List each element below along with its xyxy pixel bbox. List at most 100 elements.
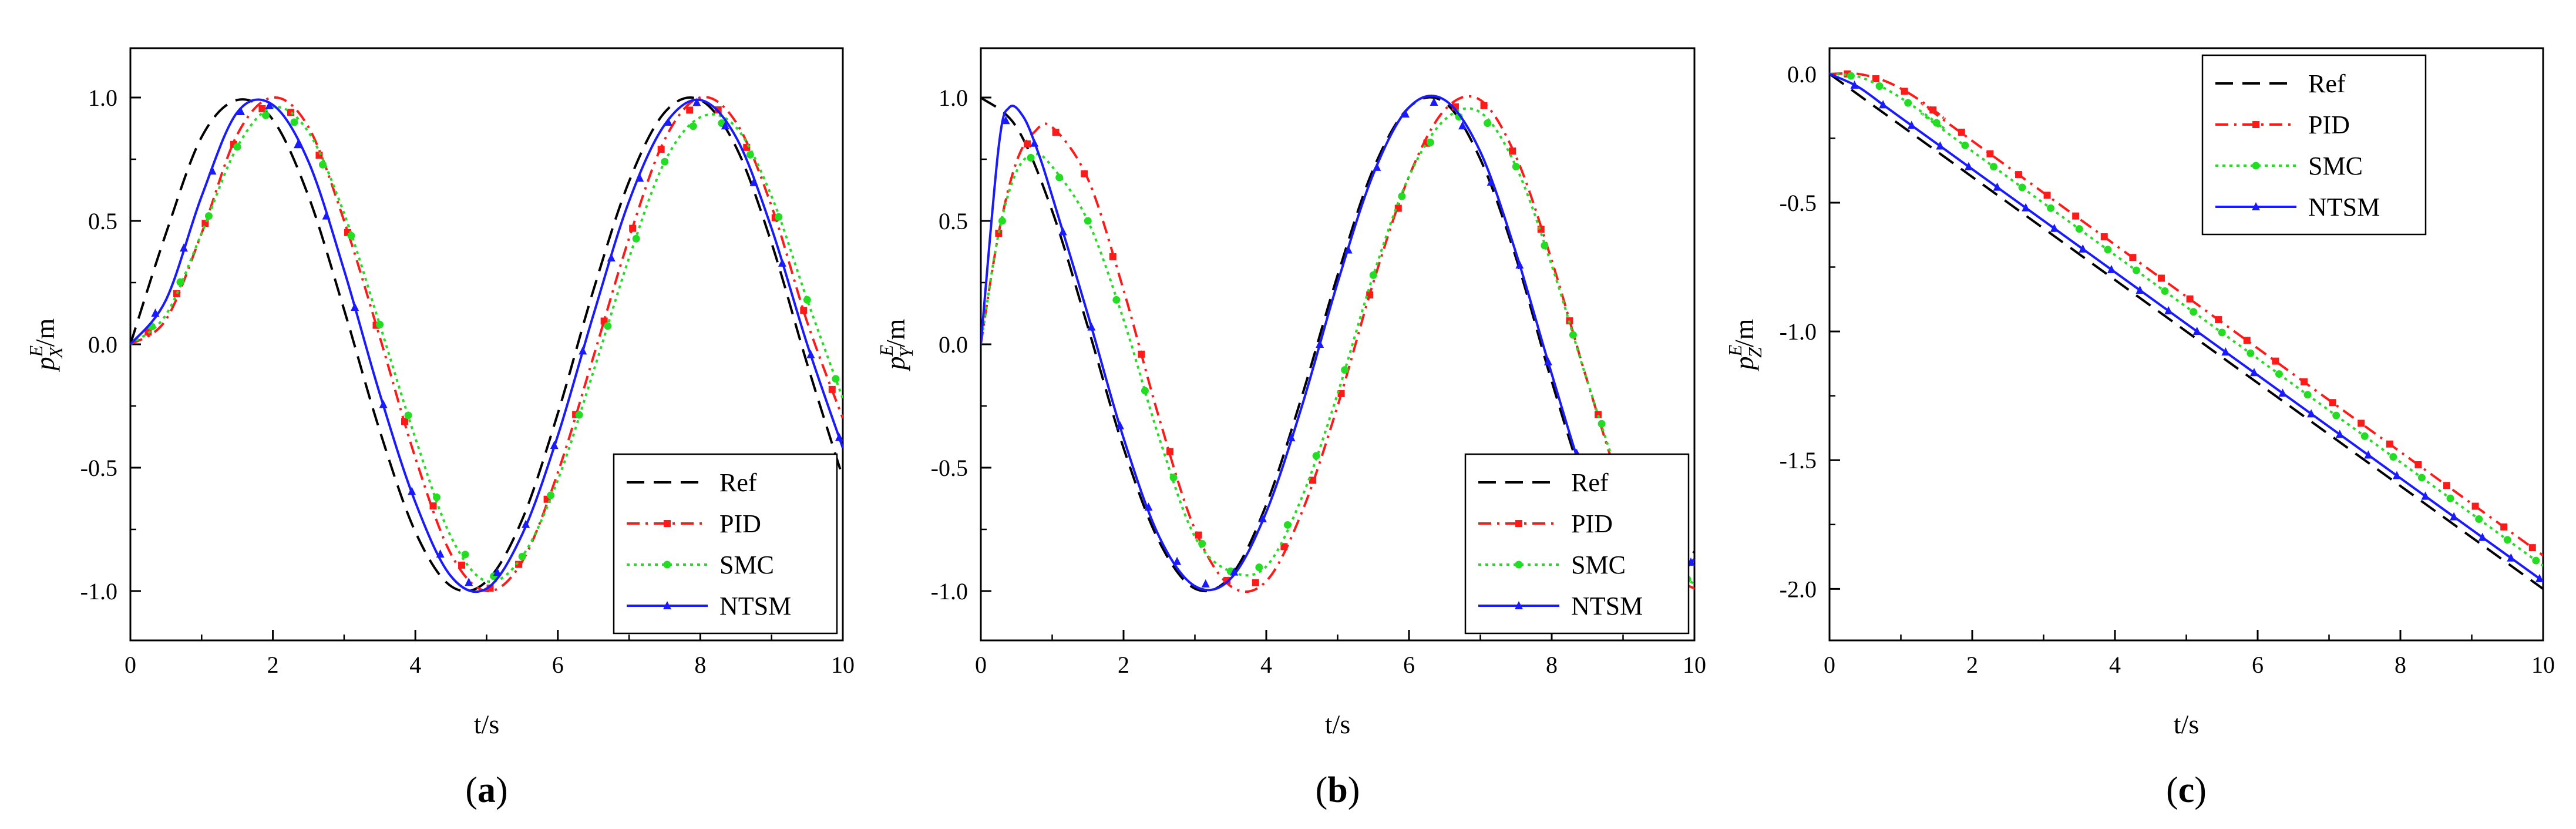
data-point-smc xyxy=(1369,271,1377,279)
data-point-smc xyxy=(2018,183,2026,192)
data-point-ntsm xyxy=(2507,553,2516,562)
data-point-ntsm xyxy=(664,118,672,126)
data-point-ntsm xyxy=(1115,421,1124,429)
data-point-smc xyxy=(1312,452,1320,460)
series-line-pid xyxy=(1830,72,2543,556)
data-point-smc xyxy=(2532,556,2540,565)
data-point-smc xyxy=(1198,539,1206,548)
legend-marker-ntsm xyxy=(663,601,671,609)
data-point-smc xyxy=(2047,204,2055,212)
data-point-ntsm xyxy=(635,173,644,182)
data-point-pid xyxy=(287,109,294,116)
data-point-ntsm xyxy=(1144,502,1153,511)
series-line-ntsm xyxy=(981,95,1694,593)
data-point-smc xyxy=(661,157,669,166)
data-point-pid xyxy=(2443,482,2450,489)
data-point-ntsm xyxy=(1087,322,1096,331)
y-tick-label: -1.0 xyxy=(80,578,117,605)
chart-panel-a: 0 2 4 6 8 10 -1.0 -0.5 0.0 0.5 1.0 t/s pEX/m (a) Ref PI… xyxy=(25,47,855,810)
x-tick-label: 10 xyxy=(1683,652,1706,678)
data-point-pid xyxy=(2215,316,2222,324)
data-point-smc xyxy=(2360,432,2369,440)
data-point-pid xyxy=(995,230,1003,237)
data-point-smc xyxy=(2446,494,2454,502)
data-point-ntsm xyxy=(778,258,786,267)
legend-label-pid: PID xyxy=(1571,509,1613,538)
data-point-pid xyxy=(2043,192,2051,199)
data-point-smc xyxy=(2275,370,2283,378)
x-axis-title: t/s xyxy=(2174,709,2199,739)
x-tick-label: 6 xyxy=(552,652,564,678)
data-point-smc xyxy=(689,122,697,130)
legend-label-smc: SMC xyxy=(1571,551,1626,579)
data-point-smc xyxy=(775,213,783,221)
data-point-smc xyxy=(547,491,555,499)
data-point-smc xyxy=(2132,266,2140,274)
data-point-ntsm xyxy=(2307,409,2316,418)
data-point-smc xyxy=(1055,173,1064,182)
data-point-smc xyxy=(1341,366,1349,374)
data-point-ntsm xyxy=(2392,471,2401,479)
data-point-smc xyxy=(376,320,384,328)
data-point-smc xyxy=(518,552,526,561)
data-point-pid xyxy=(2272,357,2279,365)
series-group xyxy=(1830,70,2543,590)
data-point-smc xyxy=(404,411,412,419)
legend-label-pid: PID xyxy=(719,509,761,538)
data-point-ntsm xyxy=(237,106,246,115)
data-point-ntsm xyxy=(806,350,815,358)
legend-label-pid: PID xyxy=(2308,110,2350,139)
y-tick-label: -0.5 xyxy=(80,455,117,481)
data-point-ntsm xyxy=(1030,138,1039,147)
data-point-ntsm xyxy=(2136,285,2144,294)
data-point-pid xyxy=(2300,378,2308,385)
data-point-ntsm xyxy=(522,519,530,528)
data-point-smc xyxy=(204,212,213,220)
series-group xyxy=(981,95,1694,593)
data-point-smc xyxy=(2190,308,2198,316)
x-tick-label: 8 xyxy=(694,652,706,678)
series-line-pid xyxy=(130,96,843,593)
data-point-pid xyxy=(1509,147,1516,155)
legend-label-smc: SMC xyxy=(2308,152,2363,180)
data-point-ntsm xyxy=(1401,109,1410,118)
x-tick-label: 10 xyxy=(2531,652,2555,678)
x-tick-label: 6 xyxy=(2252,652,2264,678)
data-point-ntsm xyxy=(1344,245,1353,254)
y-tick-label: 0.5 xyxy=(88,208,117,234)
legend-marker-ntsm xyxy=(1515,601,1523,609)
data-point-smc xyxy=(433,493,441,501)
legend-label-ref: Ref xyxy=(2308,69,2346,98)
data-point-smc xyxy=(832,375,840,383)
data-point-pid xyxy=(458,561,466,569)
y-tick-label: 0.0 xyxy=(939,331,968,358)
data-point-smc xyxy=(1989,163,1997,171)
data-point-ntsm xyxy=(351,303,359,311)
data-point-ntsm xyxy=(2107,264,2116,273)
data-point-smc xyxy=(1484,119,1492,127)
y-tick-label: -0.5 xyxy=(1780,190,1817,216)
data-point-pid xyxy=(1252,579,1259,586)
data-point-pid xyxy=(2358,419,2365,427)
data-point-pid xyxy=(1023,140,1031,147)
data-point-smc xyxy=(2075,225,2083,233)
data-point-pid xyxy=(1901,88,1908,95)
data-point-ntsm xyxy=(835,432,843,441)
data-point-ntsm xyxy=(1287,433,1296,442)
data-point-ntsm xyxy=(1316,340,1324,348)
data-point-pid xyxy=(429,502,437,510)
data-point-smc xyxy=(1255,563,1263,572)
x-tick-label: 8 xyxy=(2395,652,2406,678)
data-point-pid xyxy=(2072,212,2080,220)
data-point-pid xyxy=(1594,411,1602,418)
data-point-smc xyxy=(1512,163,1520,171)
data-point-ntsm xyxy=(1879,100,1888,109)
data-point-ntsm xyxy=(1230,567,1239,576)
data-point-ntsm xyxy=(2278,388,2287,397)
data-point-smc xyxy=(604,322,612,330)
legend-marker-pid xyxy=(664,520,671,527)
data-point-smc xyxy=(2332,411,2340,419)
legend-box xyxy=(613,453,838,635)
x-tick-label: 4 xyxy=(409,652,421,678)
y-tick-label: 0.0 xyxy=(1787,61,1817,88)
